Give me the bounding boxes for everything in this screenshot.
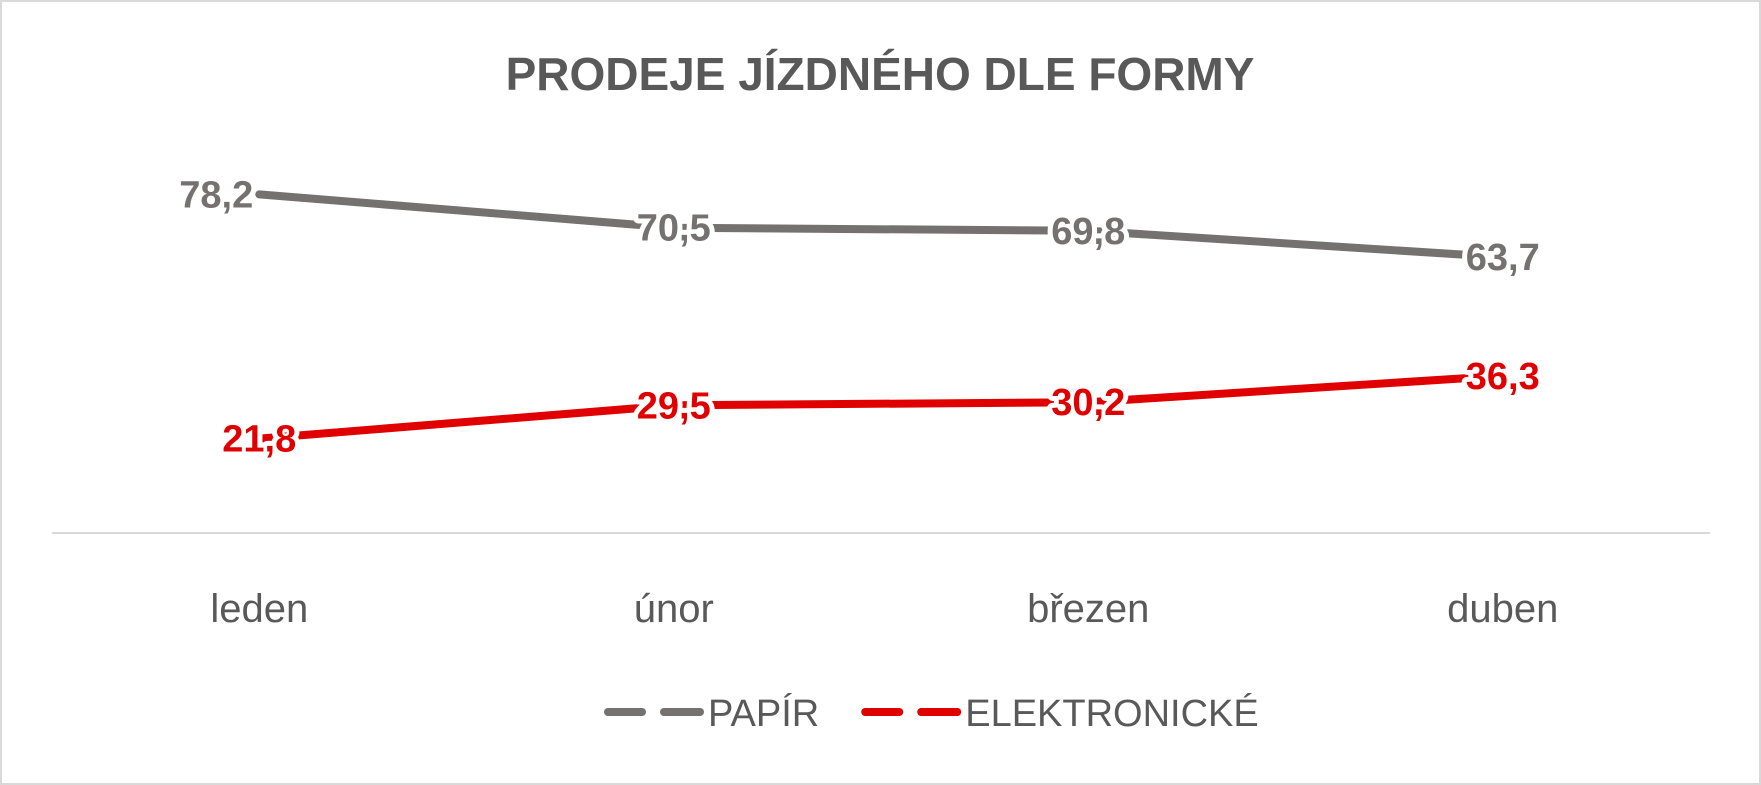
- legend-item-1: ELEKTRONICKÉ: [861, 692, 1259, 735]
- data-labels-layer: 78,2 70,5 69,8 63,7 21,8 29,5 30,2 36,3: [174, 169, 1544, 465]
- x-tick-label-1: únor: [634, 587, 714, 631]
- x-tick-label-0: leden: [210, 587, 308, 631]
- legend: PAPÍR ELEKTRONICKÉ: [604, 692, 1259, 735]
- x-tick-label-2: březen: [1027, 587, 1149, 631]
- data-label-papir-3: 63,7: [1466, 237, 1540, 279]
- data-label-elektronicke-1: 29,5: [637, 385, 711, 427]
- data-label-elektronicke-2: 30,2: [1051, 382, 1125, 424]
- x-axis-ticks: leden únor březen duben: [210, 587, 1558, 631]
- series-line-papir: [255, 190, 1507, 262]
- chart-title: PRODEJE JÍZDNÉHO DLE FORMY: [506, 48, 1255, 100]
- data-label-papir-1: 70,5: [637, 208, 711, 250]
- legend-label-0: PAPÍR: [708, 692, 819, 735]
- data-label-elektronicke-0: 21,8: [222, 419, 296, 461]
- legend-item-0: PAPÍR: [604, 692, 819, 735]
- x-tick-label-3: duben: [1447, 587, 1558, 631]
- series-line-elektronicke: [255, 371, 1507, 443]
- series-layer: [255, 190, 1507, 443]
- data-label-papir-2: 69,8: [1051, 211, 1125, 253]
- data-label-papir-0: 78,2: [179, 174, 253, 216]
- legend-label-1: ELEKTRONICKÉ: [965, 692, 1259, 735]
- data-label-elektronicke-3: 36,3: [1466, 356, 1540, 398]
